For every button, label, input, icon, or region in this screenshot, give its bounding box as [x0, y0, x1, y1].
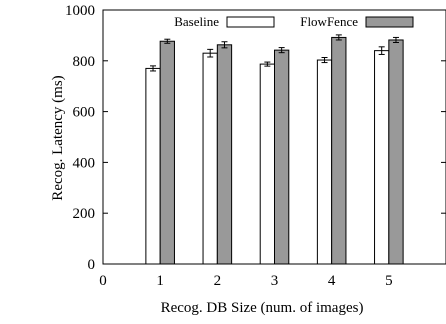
x-tick-label: 1 [156, 273, 164, 289]
x-tick-label: 4 [328, 273, 336, 289]
x-tick-label: 5 [385, 273, 393, 289]
x-tick-label: 3 [271, 273, 279, 289]
bar-flowfence-4 [331, 36, 347, 265]
y-tick-label: 0 [88, 257, 96, 273]
bar-flowfence-2 [216, 44, 233, 265]
y-tick-label: 1000 [65, 3, 95, 19]
bar-flowfence-5 [388, 39, 404, 265]
y-tick-label: 200 [73, 206, 96, 222]
legend-label-flowfence: FlowFence [300, 14, 358, 29]
y-tick-label: 600 [73, 105, 96, 121]
bar-baseline-1 [145, 67, 161, 265]
legend-swatch-baseline [226, 16, 275, 28]
legend-label-baseline: Baseline [174, 14, 219, 29]
y-tick-label: 800 [73, 54, 96, 70]
x-tick-label: 0 [99, 273, 107, 289]
x-axis-label: Recog. DB Size (num. of images) [161, 300, 364, 316]
bar-baseline-2 [202, 52, 218, 265]
y-axis-label: Recog. Latency (ms) [50, 75, 66, 200]
y-tick-label: 400 [73, 155, 96, 171]
bar-baseline-5 [374, 50, 390, 265]
bar-flowfence-3 [274, 49, 290, 265]
legend-swatch-flowfence [365, 16, 414, 28]
tick-labels: 0 200 400 600 800 1000 0 1 2 3 4 5 [65, 3, 393, 289]
bars [145, 34, 404, 265]
legend: Baseline FlowFence [174, 14, 414, 29]
bar-flowfence-1 [159, 40, 175, 265]
x-tick-label: 2 [214, 273, 222, 289]
bar-baseline-4 [316, 59, 333, 265]
bar-baseline-3 [259, 63, 276, 265]
